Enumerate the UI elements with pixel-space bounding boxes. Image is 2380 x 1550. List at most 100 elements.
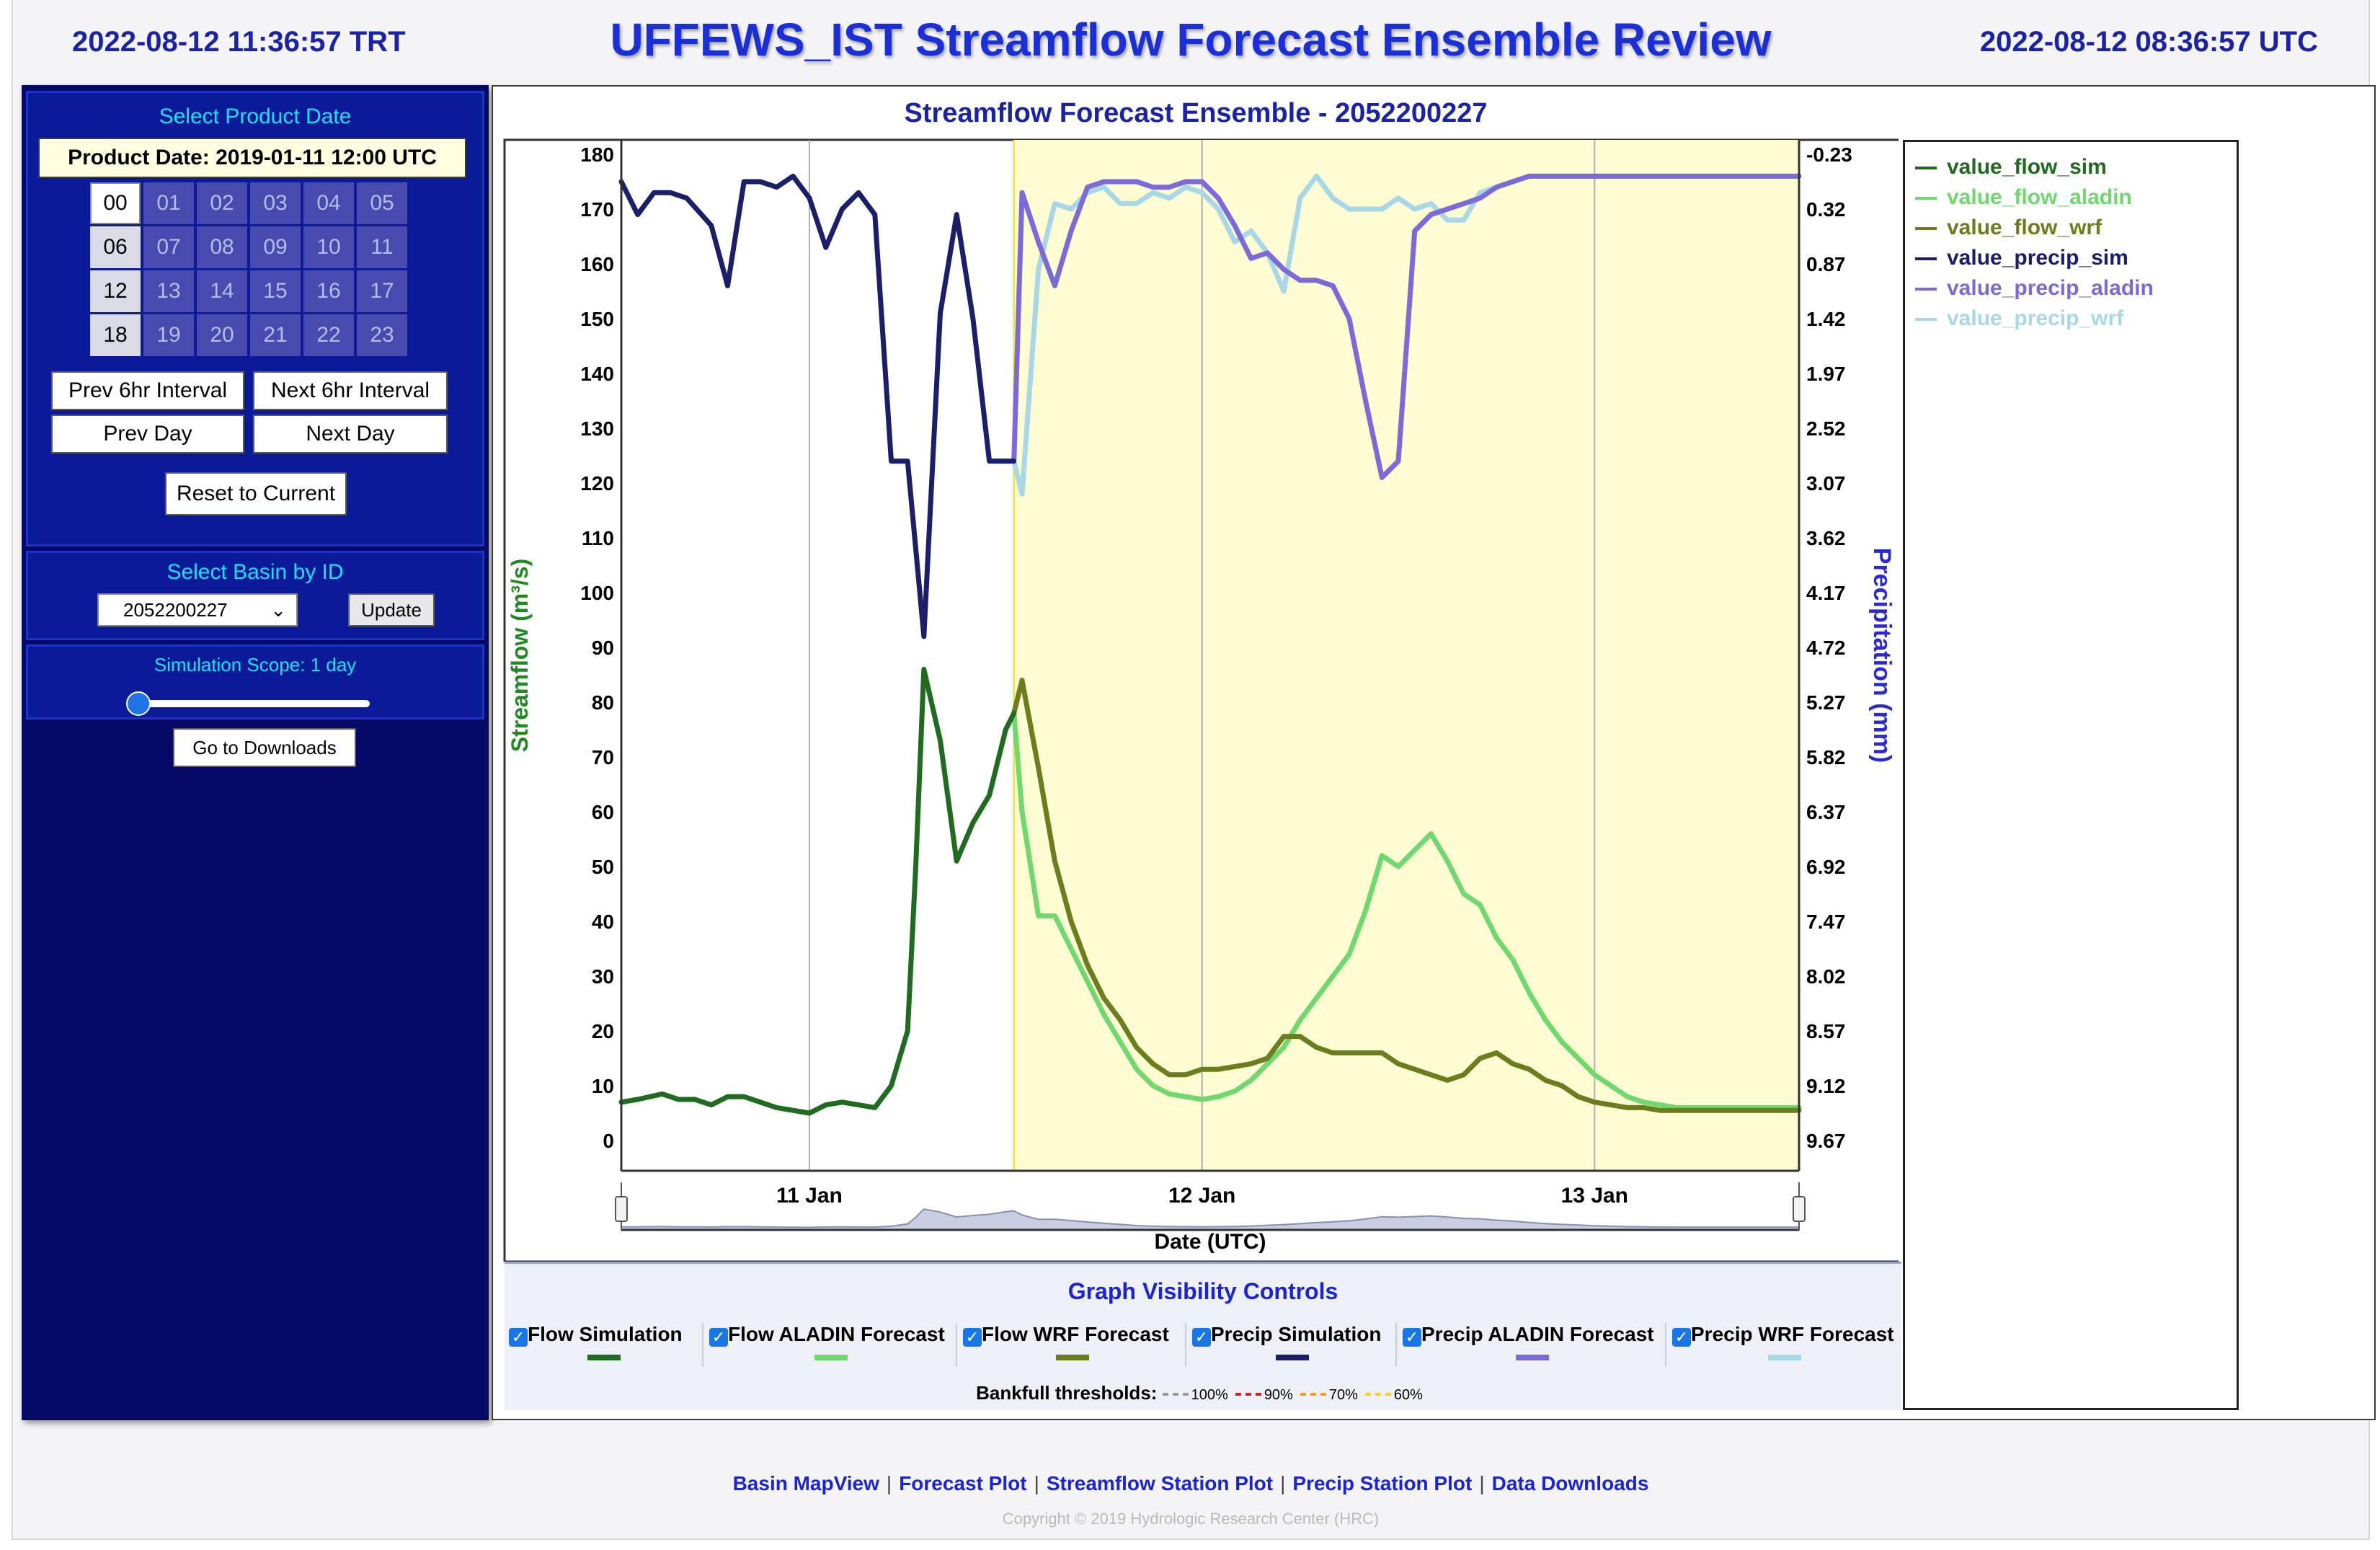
y-tick-label: 110 — [582, 527, 614, 549]
visibility-toggle-precip-wrf-forecast[interactable]: ✓ Precip WRF Forecast — [1668, 1323, 1901, 1366]
hour-button-03[interactable]: 03 — [250, 182, 301, 224]
threshold-label: 70% — [1328, 1387, 1358, 1403]
series-line-value-precip-sim[interactable] — [618, 173, 1017, 639]
y2-tick-label: 4.72 — [1806, 637, 1846, 659]
next-6hr-button[interactable]: Next 6hr Interval — [253, 371, 448, 410]
update-button[interactable]: Update — [348, 593, 435, 626]
series-color-bar — [1516, 1355, 1549, 1360]
hour-button-19[interactable]: 19 — [143, 314, 194, 356]
scope-slider-thumb[interactable] — [126, 691, 151, 716]
footer-link-streamflow-station-plot[interactable]: Streamflow Station Plot — [1046, 1472, 1274, 1494]
hour-button-08[interactable]: 08 — [197, 226, 247, 268]
y2-tick-label: 0.32 — [1806, 198, 1846, 221]
x-tick-label: 13 Jan — [1561, 1184, 1628, 1208]
series-line-value-flow-aladin[interactable] — [1011, 710, 1802, 1110]
footer-link-forecast-plot[interactable]: Forecast Plot — [899, 1472, 1027, 1494]
bankfull-thresholds: Bankfull thresholds: 100% 90% 70% 60% — [505, 1382, 1901, 1404]
footer-link-precip-station-plot[interactable]: Precip Station Plot — [1292, 1472, 1473, 1494]
y2-tick-label: 0.87 — [1806, 253, 1846, 275]
series-color-bar — [1768, 1355, 1801, 1360]
visibility-toggle-label: Flow WRF Forecast — [982, 1323, 1169, 1345]
legend-swatch — [1915, 227, 1937, 231]
prev-6hr-button[interactable]: Prev 6hr Interval — [51, 371, 244, 410]
reset-current-button[interactable]: Reset to Current — [165, 472, 347, 515]
controls-title: Graph Visibility Controls — [1067, 1278, 1338, 1304]
legend-item-value-flow-sim[interactable]: value_flow_sim — [1915, 155, 2107, 180]
local-time: 2022-08-12 11:36:57 TRT — [72, 26, 406, 58]
hour-button-04[interactable]: 04 — [303, 182, 354, 224]
visibility-toggle-flow-aladin-forecast[interactable]: ✓ Flow ALADIN Forecast — [705, 1323, 957, 1366]
legend-item-value-flow-wrf[interactable]: value_flow_wrf — [1915, 216, 2102, 240]
scope-slider-track[interactable] — [129, 700, 370, 707]
y-tick-label: 30 — [592, 965, 614, 988]
y-tick-label: 120 — [580, 472, 614, 495]
hour-button-13[interactable]: 13 — [143, 270, 194, 312]
footer-link-data-downloads[interactable]: Data Downloads — [1491, 1472, 1649, 1494]
hour-button-01[interactable]: 01 — [143, 182, 194, 224]
y-tick-label: 10 — [592, 1075, 614, 1097]
visibility-toggle-flow-wrf-forecast[interactable]: ✓ Flow WRF Forecast — [959, 1323, 1186, 1366]
legend-label: value_flow_wrf — [1947, 216, 2103, 239]
series-line-value-flow-sim[interactable] — [618, 666, 1017, 1116]
hour-button-23[interactable]: 23 — [357, 314, 407, 356]
legend-item-value-precip-wrf[interactable]: value_precip_wrf — [1915, 306, 2123, 331]
y-tick-label: 150 — [580, 308, 614, 330]
series-color-bar — [587, 1355, 621, 1360]
y-tick-label: 40 — [592, 911, 614, 933]
hour-button-14[interactable]: 14 — [197, 270, 247, 312]
hour-button-20[interactable]: 20 — [197, 314, 247, 356]
checkbox-icon[interactable]: ✓ — [1192, 1328, 1211, 1347]
hour-button-05[interactable]: 05 — [357, 182, 407, 224]
hour-button-18[interactable]: 18 — [90, 314, 141, 356]
hour-button-12[interactable]: 12 — [90, 270, 141, 312]
next-day-button[interactable]: Next Day — [253, 415, 448, 453]
legend: value_flow_sim value_flow_aladin value_flo… — [1903, 140, 2239, 1410]
series-line-value-precip-aladin[interactable] — [1011, 173, 1802, 480]
hour-button-11[interactable]: 11 — [357, 226, 407, 268]
navigator-handle-right[interactable] — [1793, 1196, 1806, 1222]
legend-item-value-flow-aladin[interactable]: value_flow_aladin — [1915, 185, 2132, 210]
chevron-down-icon: ⌄ — [270, 599, 286, 621]
checkbox-icon[interactable]: ✓ — [709, 1328, 728, 1347]
hour-button-17[interactable]: 17 — [357, 270, 407, 312]
threshold-line-100 — [1162, 1393, 1189, 1396]
legend-swatch — [1915, 197, 1937, 200]
hour-button-06[interactable]: 06 — [90, 226, 141, 268]
hour-button-22[interactable]: 22 — [303, 314, 354, 356]
threshold-label: 100% — [1191, 1387, 1228, 1403]
y2-tick-label: 8.57 — [1806, 1020, 1846, 1042]
hour-button-02[interactable]: 02 — [197, 182, 247, 224]
hour-button-09[interactable]: 09 — [250, 226, 301, 268]
legend-item-value-precip-aladin[interactable]: value_precip_aladin — [1915, 276, 2154, 301]
y-tick-label: 50 — [592, 856, 614, 878]
hour-grid: 00 01 02 03 04 05 06 07 08 09 10 11 12 13 14 15 16 17 18 19… — [90, 182, 407, 356]
legend-label: value_precip_wrf — [1947, 306, 2124, 330]
y2-axis-title: Precipitation (mm) — [1868, 548, 1896, 763]
navigator-handle-left[interactable] — [615, 1196, 628, 1222]
hour-button-21[interactable]: 21 — [250, 314, 301, 356]
hour-button-15[interactable]: 15 — [250, 270, 301, 312]
y2-tick-label: 9.67 — [1806, 1130, 1846, 1152]
streamflow-chart[interactable]: 1801701601501401301201101009080706050403… — [493, 87, 1899, 1262]
footer-link-basin-mapview[interactable]: Basin MapView — [732, 1472, 879, 1494]
legend-item-value-precip-sim[interactable]: value_precip_sim — [1915, 246, 2128, 270]
legend-swatch — [1915, 288, 1937, 291]
checkbox-icon[interactable]: ✓ — [509, 1328, 528, 1347]
visibility-toggle-precip-simulation[interactable]: ✓ Precip Simulation — [1188, 1323, 1397, 1366]
page-frame: 2022-08-12 11:36:57 TRT UFFEWS_IST Strea… — [12, 0, 2376, 1540]
prev-day-button[interactable]: Prev Day — [51, 415, 244, 453]
hour-button-10[interactable]: 10 — [303, 226, 354, 268]
visibility-toggle-precip-aladin-forecast[interactable]: ✓ Precip ALADIN Forecast — [1398, 1323, 1666, 1366]
visibility-toggle-flow-simulation[interactable]: ✓ Flow Simulation — [505, 1323, 703, 1366]
hour-button-07[interactable]: 07 — [143, 226, 194, 268]
y2-tick-label: 3.62 — [1806, 527, 1846, 549]
hour-button-00[interactable]: 00 — [90, 182, 141, 224]
basin-id-select[interactable]: 2052200227 ⌄ — [97, 593, 298, 626]
checkbox-icon[interactable]: ✓ — [1672, 1328, 1691, 1347]
checkbox-icon[interactable]: ✓ — [1403, 1328, 1421, 1347]
go-to-downloads-button[interactable]: Go to Downloads — [173, 728, 356, 767]
series-color-bar — [814, 1355, 848, 1360]
series-line-value-flow-wrf[interactable] — [1011, 678, 1802, 1113]
checkbox-icon[interactable]: ✓ — [963, 1328, 982, 1347]
hour-button-16[interactable]: 16 — [303, 270, 354, 312]
